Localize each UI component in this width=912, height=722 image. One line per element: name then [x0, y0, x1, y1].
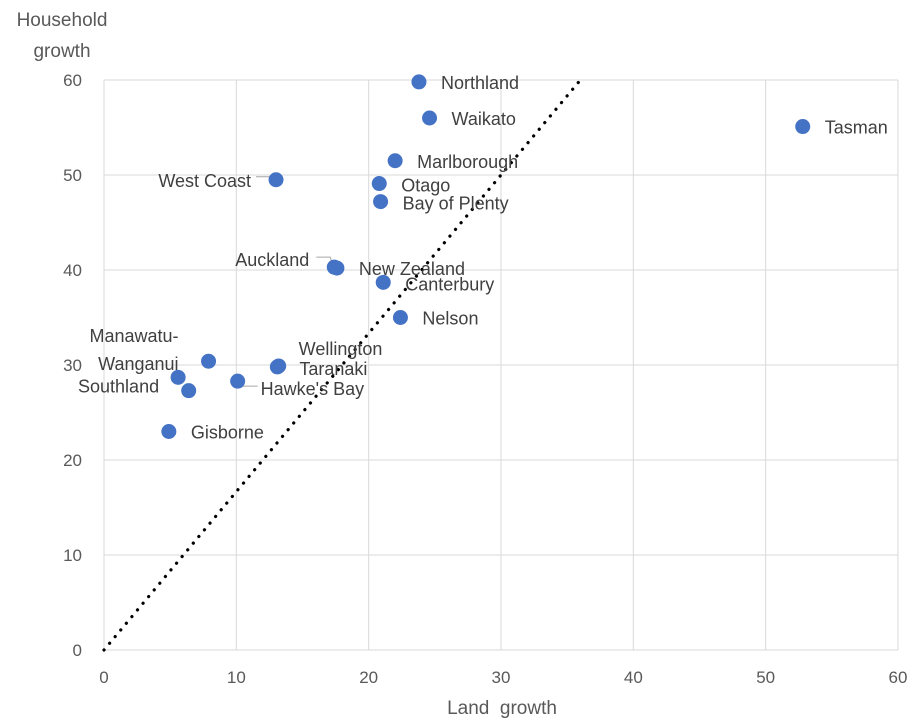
data-label: New Zealand [359, 259, 465, 279]
data-point [795, 119, 811, 135]
data-label: Waikato [452, 109, 516, 129]
data-point [392, 310, 408, 325]
y-tick-label: 30 [63, 356, 82, 375]
data-label-line: Wanganui [98, 354, 178, 374]
data-points [161, 74, 811, 439]
data-label: Nelson [422, 309, 478, 329]
data-label: Wellington [299, 339, 383, 359]
data-label: Marlborough [417, 152, 518, 172]
x-tick-label: 40 [624, 668, 643, 687]
data-point [422, 110, 438, 126]
data-point [268, 172, 284, 188]
reference-line [102, 78, 583, 652]
data-point [373, 194, 389, 210]
data-point [329, 260, 345, 276]
y-tick-label: 40 [63, 261, 82, 280]
data-point [375, 274, 391, 290]
data-label: West Coast [158, 171, 251, 191]
data-point [269, 359, 285, 375]
x-axis-title: Land growth [447, 698, 557, 719]
y-tick-label: 10 [63, 546, 82, 565]
x-tick-label: 20 [359, 668, 378, 687]
y-tick-label: 50 [63, 166, 82, 185]
data-label: Gisborne [191, 423, 264, 443]
data-point [170, 369, 186, 385]
y-axis-title-line-2: growth [33, 41, 90, 62]
x-tick-label: 30 [492, 668, 511, 687]
x-tick-label: 0 [99, 668, 108, 687]
data-label: Taranaki [299, 359, 367, 379]
data-label: Manawatu- Wanganui [89, 326, 178, 374]
data-label: Southland [78, 376, 159, 396]
y-tick-label: 0 [73, 641, 82, 660]
data-label: Auckland [235, 250, 309, 270]
y-axis-title-line-1: Household [17, 10, 108, 31]
y-tick-label: 20 [63, 451, 82, 470]
data-point [161, 424, 177, 439]
data-label: Hawke's Bay [261, 379, 364, 399]
y-tick-label: 60 [63, 71, 82, 90]
data-point [181, 383, 197, 399]
data-label: Northland [441, 73, 519, 93]
reference-line-layer [102, 78, 583, 652]
data-point [371, 176, 387, 192]
data-point [411, 74, 427, 90]
data-labels: Northland Waikato Tasman Marlborough West Co… [78, 73, 888, 443]
x-tick-label: 60 [889, 668, 908, 687]
data-label: Otago [401, 176, 450, 196]
data-point [201, 353, 217, 369]
data-point [387, 153, 403, 169]
data-label: Tasman [825, 118, 888, 138]
data-point [230, 373, 246, 389]
tick-labels: 0 10 20 30 40 50 60 0 10 20 30 40 50 60 [63, 71, 907, 687]
data-label: Bay of Plenty [403, 194, 509, 214]
data-label-line: Manawatu- [89, 326, 178, 346]
data-label: Canterbury [405, 274, 494, 294]
x-tick-label: 10 [227, 668, 246, 687]
x-tick-label: 50 [756, 668, 775, 687]
